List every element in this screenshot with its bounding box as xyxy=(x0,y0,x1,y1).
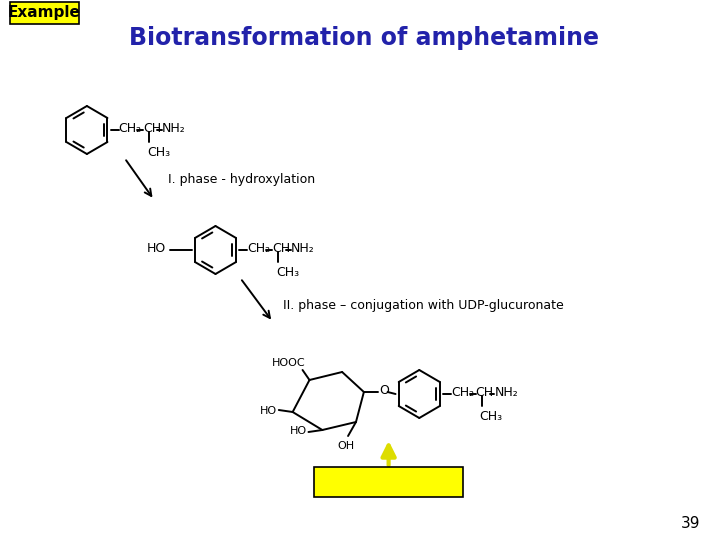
Text: CH₂: CH₂ xyxy=(119,123,142,136)
Text: CH₃: CH₃ xyxy=(148,145,171,159)
Text: 39: 39 xyxy=(680,516,701,531)
Text: CH: CH xyxy=(476,387,494,400)
Text: HOOC: HOOC xyxy=(272,358,305,368)
Text: NH₂: NH₂ xyxy=(495,387,518,400)
Text: II. phase – conjugation with UDP-glucuronate: II. phase – conjugation with UDP-glucuro… xyxy=(283,299,564,312)
Text: O: O xyxy=(379,384,390,397)
Text: CH₃: CH₃ xyxy=(480,409,503,422)
Text: CH₂: CH₂ xyxy=(451,387,474,400)
Text: NH₂: NH₂ xyxy=(162,123,186,136)
Text: CH: CH xyxy=(143,123,161,136)
Text: I. phase - hydroxylation: I. phase - hydroxylation xyxy=(168,173,315,186)
Text: Biotransformation of amphetamine: Biotransformation of amphetamine xyxy=(129,26,599,50)
Text: HO: HO xyxy=(147,242,166,255)
FancyBboxPatch shape xyxy=(315,467,463,497)
Text: HO: HO xyxy=(289,426,307,436)
Text: OH: OH xyxy=(338,441,355,451)
Text: CH₃: CH₃ xyxy=(276,266,299,279)
Text: Example: Example xyxy=(8,5,81,21)
Text: ether type glucuronide: ether type glucuronide xyxy=(317,476,460,489)
FancyBboxPatch shape xyxy=(10,2,79,24)
Text: NH₂: NH₂ xyxy=(291,242,315,255)
Text: HO: HO xyxy=(260,406,276,416)
Text: CH: CH xyxy=(272,242,290,255)
Text: CH₂: CH₂ xyxy=(247,242,270,255)
